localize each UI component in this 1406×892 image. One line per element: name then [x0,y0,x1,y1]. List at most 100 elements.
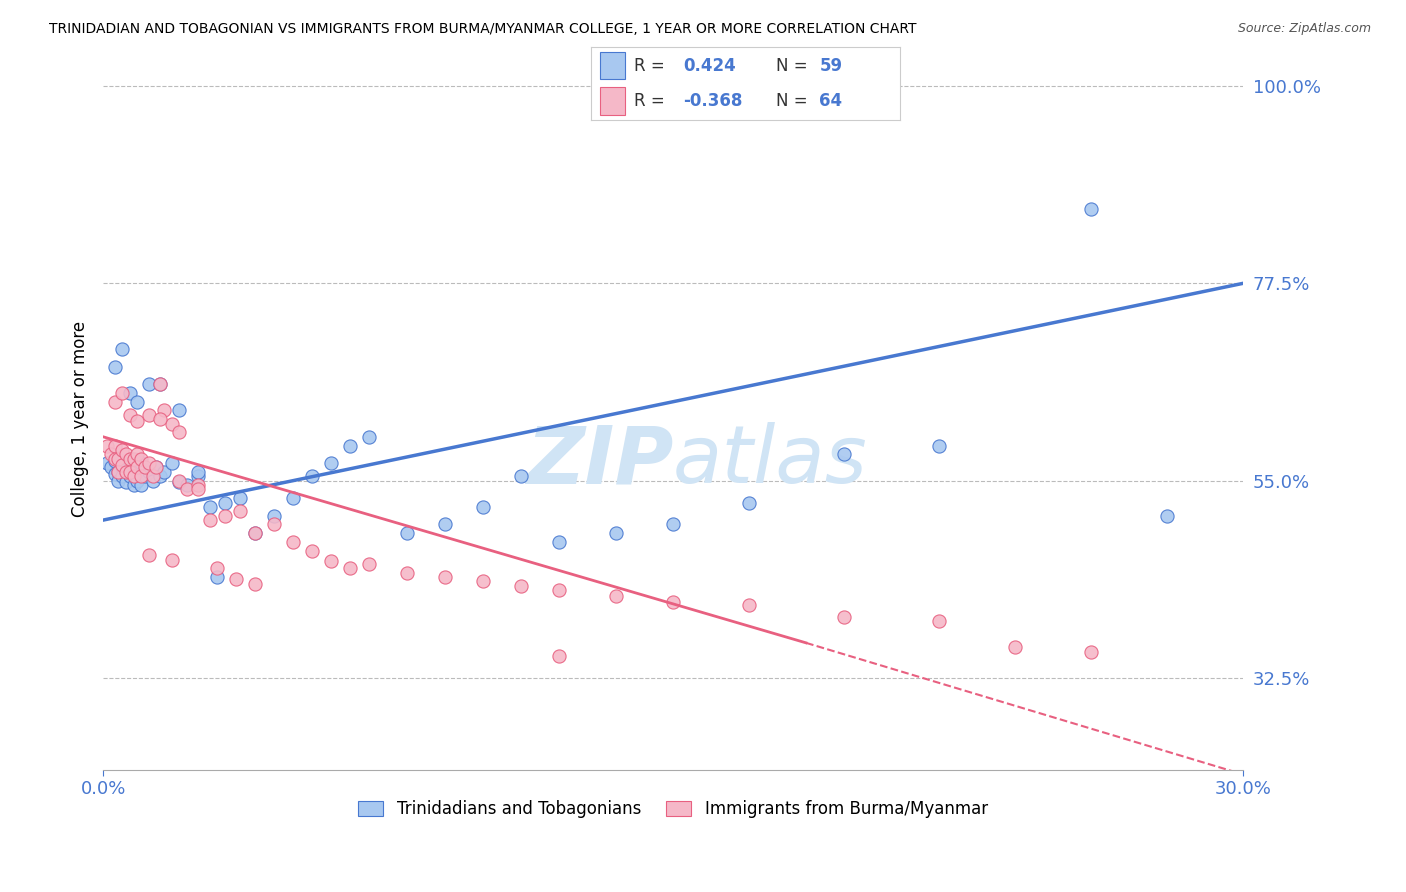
Point [111,342,134,356]
Text: -0.368: -0.368 [683,93,742,111]
Point [127,474,149,488]
Point [1004,640,1026,655]
Y-axis label: College, 1 year or more: College, 1 year or more [72,321,89,517]
Point [107,451,129,466]
Point [434,517,457,532]
Text: ZIP: ZIP [526,422,673,500]
Point [118,465,141,479]
Point [548,583,571,598]
Point [1080,645,1102,659]
Point [122,460,145,475]
Point [118,469,141,483]
Point [122,469,145,483]
Point [111,386,134,401]
Point [472,574,495,589]
Point [160,456,183,470]
Legend: Trinidadians and Tobagonians, Immigrants from Burma/Myanmar: Trinidadians and Tobagonians, Immigrants… [352,794,994,825]
Point [662,517,685,532]
Point [301,543,323,558]
Point [149,377,172,392]
Point [359,557,381,571]
Point [176,478,198,492]
Point [111,458,134,472]
Text: N =: N = [776,56,807,75]
Point [472,500,495,514]
Point [118,386,141,401]
Point [138,456,160,470]
Point [214,508,236,523]
Point [396,566,419,580]
Point [149,469,172,483]
Point [111,460,134,475]
Point [118,456,141,470]
Point [138,408,160,422]
Point [187,483,209,497]
Point [605,526,627,541]
Point [928,439,950,453]
Point [129,478,152,492]
Point [115,465,138,479]
Point [263,517,285,532]
Point [103,454,125,468]
Point [127,460,149,475]
Point [115,465,138,479]
Point [510,469,533,483]
Point [187,478,209,492]
Point [127,394,149,409]
Point [107,465,129,479]
Point [127,414,149,428]
Point [103,394,125,409]
Point [129,451,152,466]
Point [115,475,138,490]
Point [100,460,122,475]
Point [832,447,855,461]
Point [187,465,209,479]
Point [134,469,156,483]
Point [662,594,685,608]
Point [103,359,125,374]
Point [129,456,152,470]
Text: 59: 59 [820,56,842,75]
Point [243,526,266,541]
Point [103,451,125,466]
Point [160,417,183,431]
Point [243,526,266,541]
Point [134,460,156,475]
Point [138,377,160,392]
Point [149,377,172,392]
Point [198,500,221,514]
Point [127,465,149,479]
Point [359,430,381,444]
Point [319,554,342,568]
Text: Source: ZipAtlas.com: Source: ZipAtlas.com [1237,22,1371,36]
Point [548,535,571,549]
Point [339,439,361,453]
Point [187,469,209,483]
Text: R =: R = [634,56,665,75]
Point [153,403,176,417]
Point [100,447,122,461]
Point [832,609,855,624]
Text: TRINIDADIAN AND TOBAGONIAN VS IMMIGRANTS FROM BURMA/MYANMAR COLLEGE, 1 YEAR OR M: TRINIDADIAN AND TOBAGONIAN VS IMMIGRANTS… [49,22,917,37]
Point [225,572,247,586]
Point [118,408,141,422]
Point [167,403,190,417]
Bar [600,87,624,114]
Point [205,561,228,575]
Point [205,570,228,584]
Bar [600,52,624,79]
Text: N =: N = [776,93,807,111]
Point [153,465,176,479]
Point [103,467,125,481]
Text: 64: 64 [820,93,842,111]
Point [605,590,627,604]
Point [145,460,167,475]
Point [396,526,419,541]
Point [115,447,138,461]
Point [122,451,145,466]
Point [96,456,118,470]
Point [149,412,172,426]
Point [738,495,761,509]
Point [129,469,152,483]
Point [145,460,167,475]
